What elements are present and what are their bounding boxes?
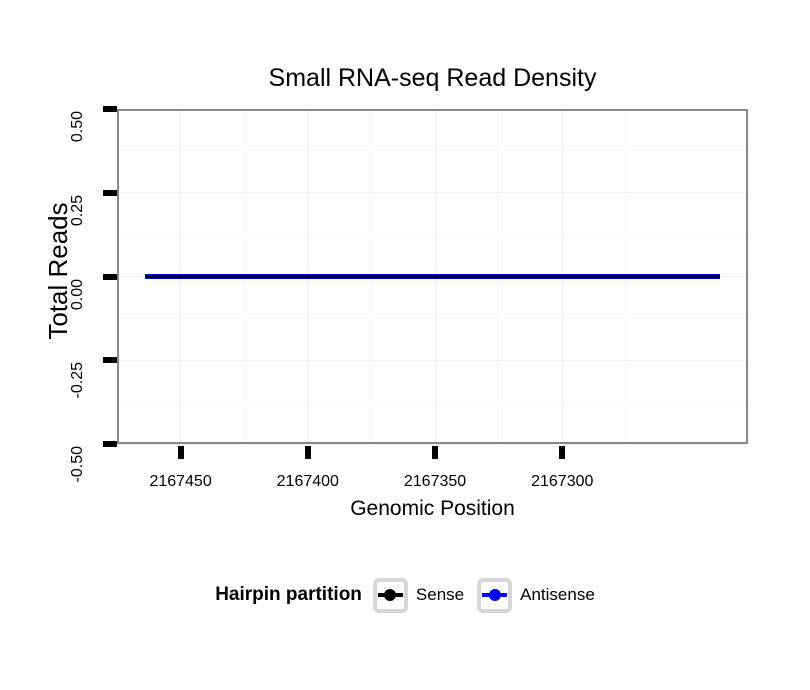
plot-title: Small RNA-seq Read Density (268, 64, 597, 92)
y-axis-tick (103, 273, 117, 280)
legend-label: Sense (415, 585, 465, 604)
y-tick-label: 0.50 (69, 111, 86, 143)
y-gridline-minor (117, 150, 748, 152)
legend-key (372, 577, 408, 613)
y-axis-tick (103, 357, 117, 364)
y-gridline-major (117, 443, 748, 445)
x-tick-label: 2167450 (149, 473, 212, 490)
y-axis-title: Total Reads (43, 202, 73, 340)
x-axis-title: Genomic Position (350, 497, 515, 520)
x-axis-tick (559, 446, 566, 459)
y-axis-tick (103, 106, 117, 112)
x-axis-tick (304, 446, 311, 459)
y-axis-tick (103, 189, 117, 196)
legend-key (477, 577, 513, 613)
y-axis-tick (103, 441, 117, 447)
y-gridline-minor (117, 317, 748, 319)
legend-title: Hairpin partition (215, 584, 362, 605)
legend: Hairpin partition Sense Antisense (0, 575, 810, 615)
y-gridline-major (117, 359, 748, 361)
legend-entries: Sense Antisense (372, 577, 595, 613)
y-gridline-minor (117, 401, 748, 403)
x-axis-tick (432, 446, 439, 459)
y-gridline-major (117, 192, 748, 194)
legend-key-point-icon (488, 589, 501, 601)
x-tick-label: 2167300 (531, 473, 594, 490)
y-tick-label: -0.25 (69, 362, 86, 399)
legend-entry: Sense (372, 577, 465, 613)
legend-key-point-icon (384, 589, 397, 601)
x-tick-label: 2167400 (276, 473, 339, 490)
y-gridline-minor (117, 234, 748, 236)
x-axis-tick (177, 446, 184, 459)
series-line-sense (144, 275, 720, 278)
y-tick-label: -0.50 (69, 446, 86, 483)
plot-panel (117, 109, 748, 444)
x-tick-label: 2167350 (403, 473, 467, 490)
legend-label: Antisense (520, 585, 595, 604)
legend-entry: Antisense (477, 577, 595, 613)
